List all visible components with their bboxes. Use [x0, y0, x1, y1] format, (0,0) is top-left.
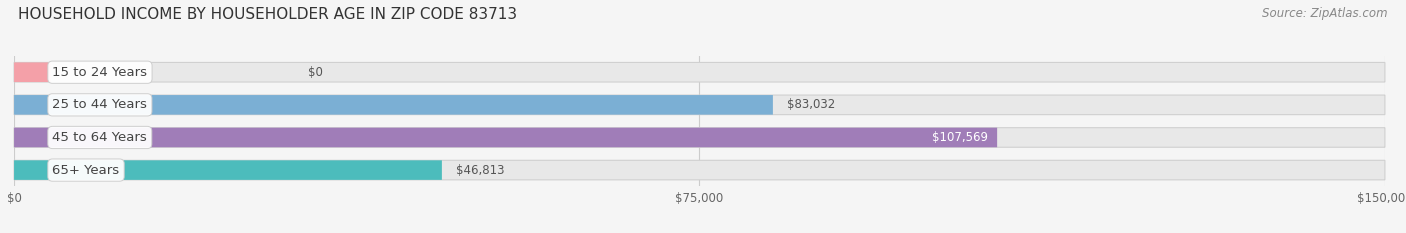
FancyBboxPatch shape [14, 128, 997, 147]
Text: 45 to 64 Years: 45 to 64 Years [52, 131, 148, 144]
Text: 25 to 44 Years: 25 to 44 Years [52, 98, 148, 111]
Text: $46,813: $46,813 [456, 164, 505, 177]
Text: $83,032: $83,032 [786, 98, 835, 111]
Text: 15 to 24 Years: 15 to 24 Years [52, 66, 148, 79]
FancyBboxPatch shape [14, 62, 1385, 82]
FancyBboxPatch shape [14, 95, 1385, 115]
Text: HOUSEHOLD INCOME BY HOUSEHOLDER AGE IN ZIP CODE 83713: HOUSEHOLD INCOME BY HOUSEHOLDER AGE IN Z… [18, 7, 517, 22]
Text: 65+ Years: 65+ Years [52, 164, 120, 177]
FancyBboxPatch shape [14, 95, 773, 115]
Text: $107,569: $107,569 [932, 131, 988, 144]
FancyBboxPatch shape [14, 160, 1385, 180]
Text: Source: ZipAtlas.com: Source: ZipAtlas.com [1263, 7, 1388, 20]
FancyBboxPatch shape [14, 160, 441, 180]
FancyBboxPatch shape [14, 62, 51, 82]
Text: $0: $0 [308, 66, 323, 79]
FancyBboxPatch shape [14, 128, 1385, 147]
